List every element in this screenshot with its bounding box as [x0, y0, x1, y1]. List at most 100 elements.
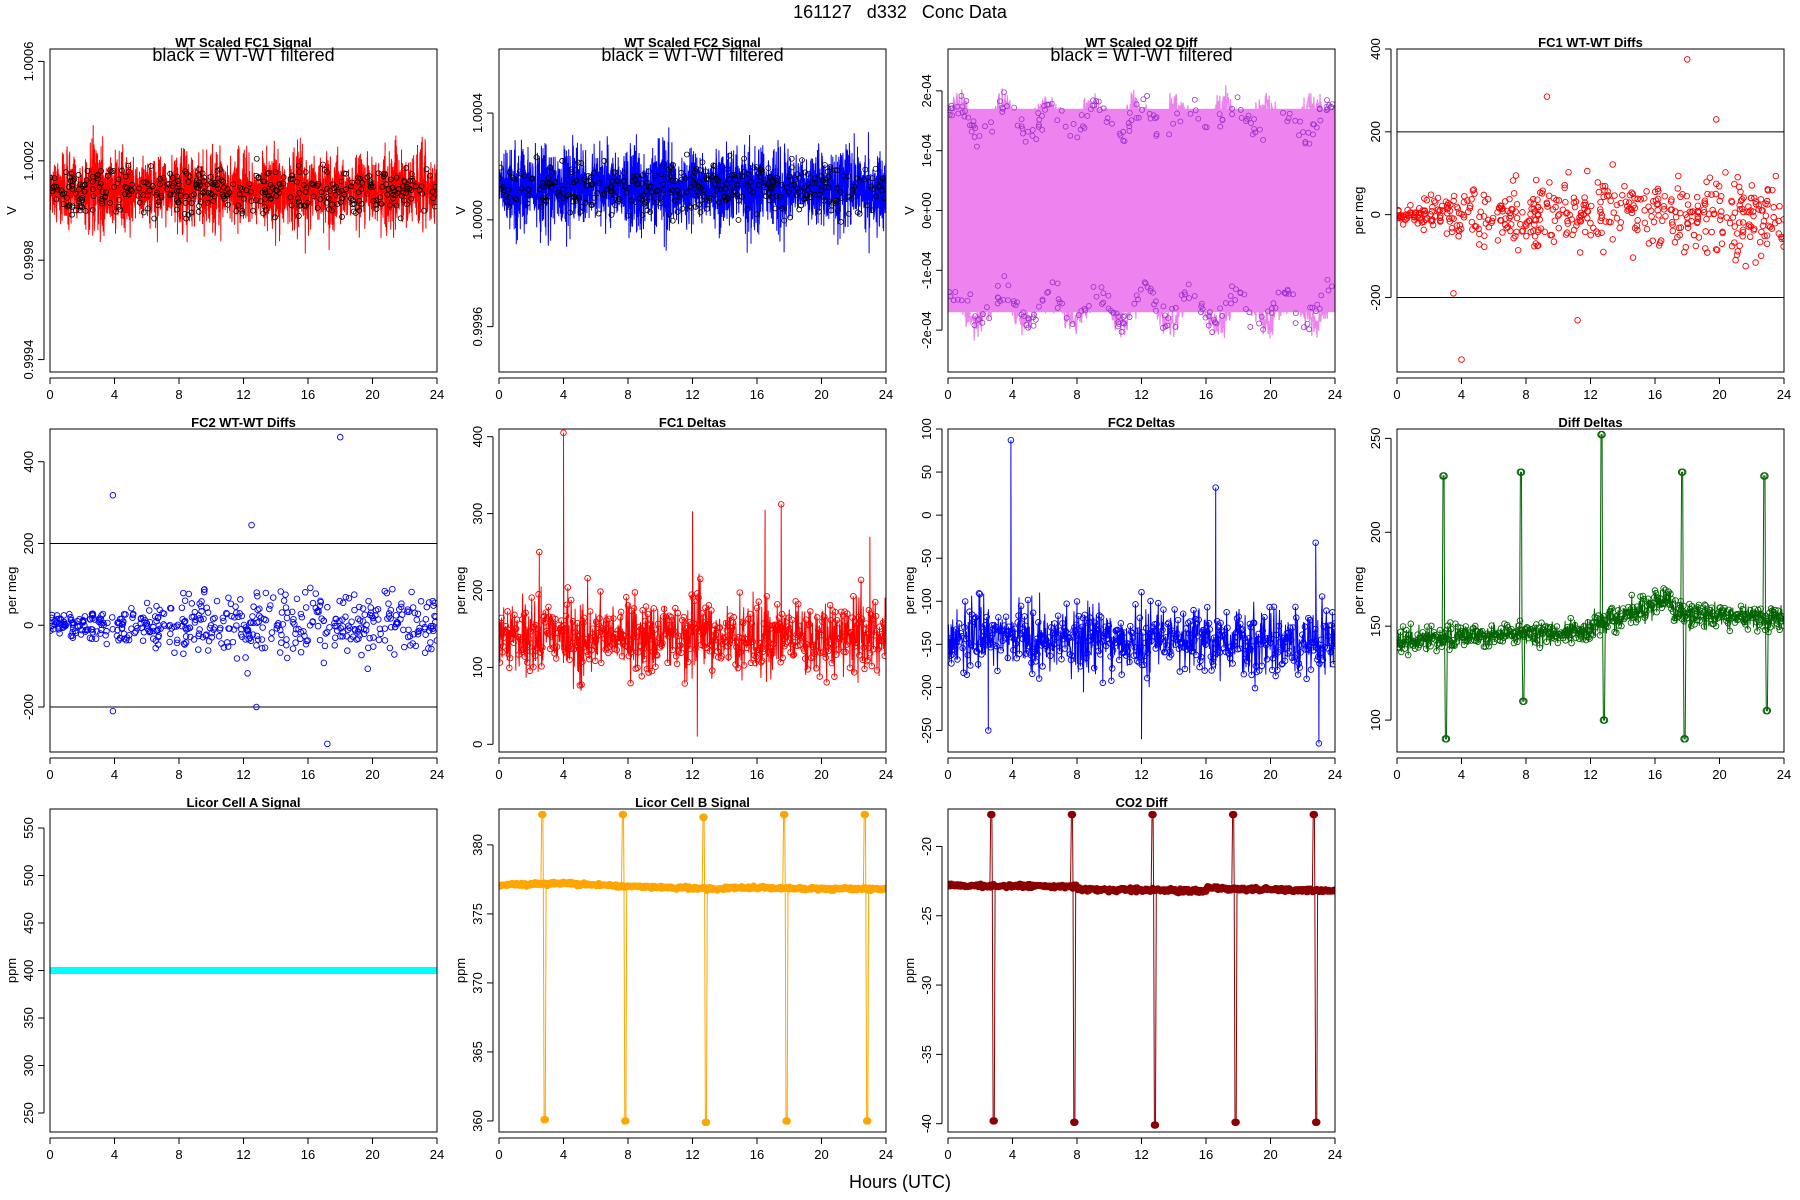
data-point — [705, 602, 713, 609]
data-point — [671, 628, 678, 635]
filtered-point — [1045, 101, 1052, 108]
data-point — [1206, 626, 1214, 633]
data-point — [976, 590, 984, 598]
data-point — [1561, 184, 1568, 192]
filtered-point — [174, 206, 180, 213]
data-point — [404, 606, 411, 613]
data-point — [253, 632, 261, 640]
filtered-point — [862, 166, 869, 173]
filtered-point — [295, 198, 302, 205]
data-point — [1628, 591, 1636, 599]
filtered-point — [373, 197, 380, 204]
data-point — [375, 636, 383, 644]
data-point — [843, 641, 850, 648]
filtered-point — [1115, 313, 1122, 320]
filtered-point — [679, 205, 686, 212]
data-point — [743, 644, 750, 652]
data-point — [1015, 612, 1022, 619]
filtered-point — [798, 202, 804, 209]
event-line — [1311, 814, 1319, 1123]
plot-area — [50, 433, 437, 748]
data-point — [755, 598, 762, 605]
data-point — [269, 594, 277, 601]
data-point — [860, 644, 867, 651]
y-tick-label: 1.0000 — [470, 200, 485, 240]
event-point — [1598, 430, 1606, 439]
data-point — [1453, 203, 1461, 211]
data-point — [1461, 628, 1469, 635]
filtered-point — [1328, 283, 1335, 290]
data-point — [1307, 666, 1315, 673]
data-point — [1231, 638, 1238, 646]
data-point — [1534, 196, 1541, 203]
filtered-point — [1090, 97, 1096, 104]
data-point — [1417, 638, 1425, 646]
data-point — [98, 626, 105, 634]
data-point — [955, 620, 963, 627]
data-point — [1631, 195, 1638, 202]
y-tick-label: 370 — [470, 972, 485, 994]
data-point — [813, 614, 821, 621]
filtered-point — [296, 189, 303, 196]
data-point — [1090, 664, 1098, 672]
data-point — [1033, 635, 1040, 643]
data-point — [343, 633, 351, 640]
data-point — [188, 600, 196, 607]
data-point — [1020, 628, 1027, 636]
data-point — [1747, 207, 1754, 214]
data-point — [872, 612, 880, 620]
filtered-point — [982, 123, 988, 130]
data-point — [1490, 638, 1498, 646]
data-point — [202, 631, 210, 638]
data-point — [1693, 193, 1701, 201]
data-point — [580, 614, 588, 622]
data-point — [681, 680, 689, 687]
data-point — [664, 659, 671, 667]
filtered-point — [1169, 305, 1176, 312]
filtered-point — [114, 180, 121, 187]
filtered-point — [546, 192, 553, 199]
filtered-point — [1260, 136, 1267, 143]
data-point — [377, 630, 384, 638]
filtered-point — [294, 195, 301, 202]
data-point — [1705, 608, 1712, 616]
data-point — [1432, 213, 1439, 220]
data-point — [171, 649, 178, 656]
data-point — [115, 637, 122, 644]
filtered-point — [287, 194, 294, 201]
data-point — [963, 671, 971, 679]
x-tick-label: 8 — [1522, 767, 1529, 782]
x-tick-label: 8 — [175, 1147, 182, 1162]
data-point — [1757, 196, 1765, 203]
filtered-point — [704, 205, 711, 212]
event-point — [1071, 1118, 1079, 1126]
filtered-point — [274, 187, 280, 194]
data-point — [259, 624, 266, 631]
data-point — [1568, 639, 1575, 647]
data-point — [195, 630, 203, 637]
y-axis-label: ppm — [4, 958, 19, 983]
data-point — [1607, 605, 1615, 613]
data-point — [1163, 642, 1171, 649]
filtered-point — [766, 197, 773, 204]
filtered-point — [654, 187, 661, 194]
data-point — [1251, 684, 1259, 692]
data-point — [1160, 606, 1167, 613]
filtered-point — [1198, 300, 1205, 307]
data-point — [544, 629, 551, 637]
data-point — [730, 613, 738, 621]
filtered-point — [706, 195, 713, 202]
data-point — [1305, 614, 1312, 622]
data-point — [539, 644, 546, 651]
filtered-point — [647, 208, 654, 215]
data-point — [672, 652, 680, 660]
data-point — [1022, 622, 1029, 629]
data-point — [1580, 623, 1587, 630]
filtered-point — [1237, 290, 1244, 296]
data-point — [1494, 237, 1502, 244]
data-point — [1770, 608, 1777, 616]
x-tick-label: 24 — [879, 767, 893, 782]
y-tick-label: -100 — [919, 588, 934, 614]
data-point — [315, 608, 322, 616]
data-point — [139, 637, 147, 644]
